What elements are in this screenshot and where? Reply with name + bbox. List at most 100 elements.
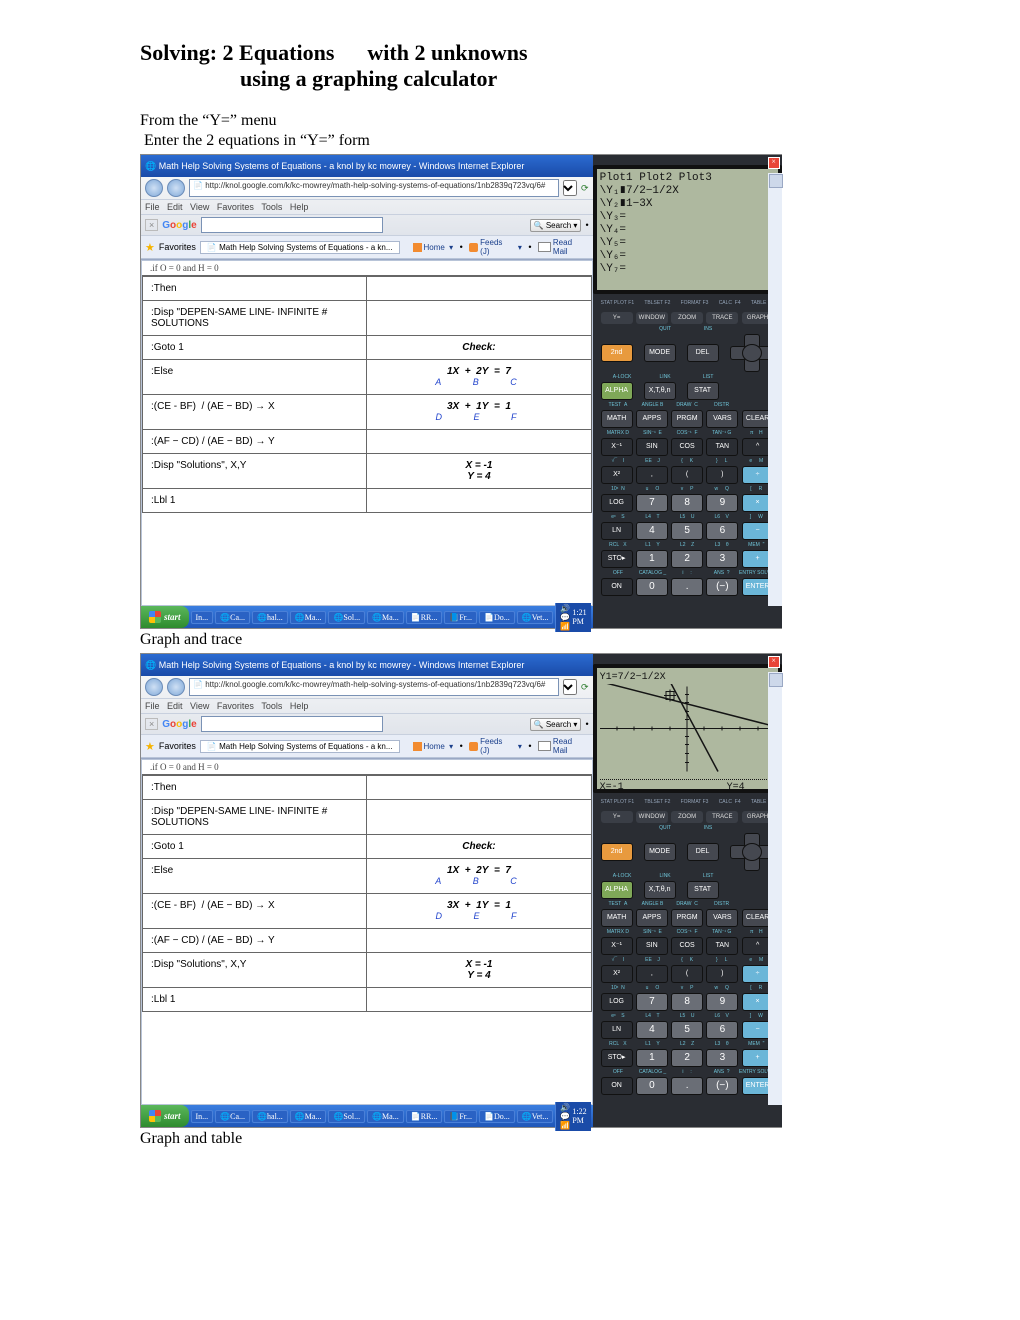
close-icon[interactable]: × [768,656,780,668]
readmail-link[interactable]: Read Mail [538,238,589,256]
taskbar-item[interactable]: 🌐Ma... [367,1110,404,1123]
taskbar-item[interactable]: 🌐Vet... [517,611,554,624]
favorites-star-icon[interactable]: ★ [145,740,155,753]
calc-key-xt[interactable]: X,T,θ,n [644,382,676,400]
calc-key-4[interactable]: 4 [636,522,668,540]
calc-key-1[interactable]: 1 [636,550,668,568]
calc-key-vars[interactable]: VARS [706,909,738,927]
calc-key[interactable]: X⁻¹ [601,438,633,456]
url-dropdown[interactable] [563,679,577,695]
taskbar-item[interactable]: 📄RR... [406,1110,443,1123]
url-box[interactable]: 📄 http://knol.google.com/k/kc-mowrey/mat… [189,678,559,696]
calc-key-neg[interactable]: (−) [706,578,738,596]
calc-key[interactable]: TAN [706,438,738,456]
calc-key-mode[interactable]: MODE [644,344,676,362]
browser-tab[interactable]: 📄 Math Help Solving Systems of Equations… [200,740,400,753]
calc-key-7[interactable]: 7 [636,494,668,512]
taskbar-item[interactable]: 🌐Sol... [328,611,365,624]
calc-key-2[interactable]: 2 [671,1049,703,1067]
calc-key-9[interactable]: 9 [706,494,738,512]
calc-key-y[interactable]: Y= [601,811,633,823]
calc-key-zoom[interactable]: ZOOM [671,312,703,324]
calc-key[interactable]: SIN [636,438,668,456]
calc-key[interactable]: LOG [601,993,633,1011]
taskbar-item[interactable]: 📘Fr... [444,1110,477,1123]
system-tray[interactable]: 🔊💬📶 1:21 PM [555,603,590,632]
scrollbar[interactable] [768,173,782,606]
back-button[interactable] [145,179,163,197]
start-button[interactable]: start [141,606,189,628]
search-button[interactable]: 🔍 Search ▾ [530,718,582,731]
calc-key-0[interactable]: 0 [636,1077,668,1095]
url-box[interactable]: 📄 http://knol.google.com/k/kc-mowrey/mat… [189,179,559,197]
calc-key-2[interactable]: 2 [671,550,703,568]
taskbar-item[interactable]: 🌐hal... [252,611,288,624]
calc-key[interactable]: X² [601,466,633,484]
calc-key[interactable]: SIN [636,937,668,955]
calc-key-5[interactable]: 5 [671,1021,703,1039]
calc-key-apps[interactable]: APPS [636,410,668,428]
favorites-star-icon[interactable]: ★ [145,241,155,254]
calc-key[interactable]: , [636,466,668,484]
taskbar-item[interactable]: 🌐Ma... [367,611,404,624]
taskbar-item[interactable]: 🌐hal... [252,1110,288,1123]
calc-key-y[interactable]: Y= [601,312,633,324]
calc-key-mode[interactable]: MODE [644,843,676,861]
ie-menu[interactable]: File Edit View Favorites Tools Help [141,200,593,215]
calc-key-2nd[interactable]: 2nd [601,843,633,861]
taskbar-item[interactable]: 📄RR... [406,611,443,624]
calc-key-2nd[interactable]: 2nd [601,344,633,362]
forward-button[interactable] [167,678,185,696]
calc-key-on[interactable]: ON [601,578,633,596]
close-toolbar-icon[interactable]: × [145,219,158,231]
calc-key-trace[interactable]: TRACE [706,811,738,823]
calc-key-0[interactable]: 0 [636,578,668,596]
calc-key[interactable]: ( [671,466,703,484]
taskbar-item[interactable]: 🌐Sol... [328,1110,365,1123]
calc-key-4[interactable]: 4 [636,1021,668,1039]
calc-key-8[interactable]: 8 [671,993,703,1011]
browser-tab[interactable]: 📄 Math Help Solving Systems of Equations… [200,241,400,254]
back-button[interactable] [145,678,163,696]
calc-key[interactable]: LN [601,522,633,540]
taskbar-item[interactable]: 🌐Ma... [290,1110,327,1123]
calc-key[interactable]: , [636,965,668,983]
calc-key-on[interactable]: ON [601,1077,633,1095]
calc-key[interactable]: LN [601,1021,633,1039]
calc-key-stat[interactable]: STAT [687,382,719,400]
calc-key-6[interactable]: 6 [706,1021,738,1039]
calc-key-trace[interactable]: TRACE [706,312,738,324]
url-dropdown[interactable] [563,180,577,196]
calc-key-window[interactable]: WINDOW [636,811,668,823]
calc-key-dot[interactable]: . [671,1077,703,1095]
calc-key-vars[interactable]: VARS [706,410,738,428]
calc-key-8[interactable]: 8 [671,494,703,512]
home-link[interactable]: Home ▾ [413,742,454,751]
calc-key[interactable]: COS [671,438,703,456]
calc-key[interactable]: STO▸ [601,1049,633,1067]
calc-key-zoom[interactable]: ZOOM [671,811,703,823]
feeds-link[interactable]: Feeds (J) ▾ [469,737,522,755]
calc-key[interactable]: TAN [706,937,738,955]
taskbar-item[interactable]: 📘Fr... [444,611,477,624]
calc-key-9[interactable]: 9 [706,993,738,1011]
calc-key-del[interactable]: DEL [687,843,719,861]
calc-key-math[interactable]: MATH [601,909,633,927]
calc-key-3[interactable]: 3 [706,1049,738,1067]
calc-key-xt[interactable]: X,T,θ,n [644,881,676,899]
calc-key-prgm[interactable]: PRGM [671,909,703,927]
taskbar-item[interactable]: 📄Do... [479,1110,515,1123]
taskbar-item[interactable]: 🌐Ma... [290,611,327,624]
calc-key[interactable]: X² [601,965,633,983]
calc-key-neg[interactable]: (−) [706,1077,738,1095]
calc-key-del[interactable]: DEL [687,344,719,362]
calc-key-apps[interactable]: APPS [636,909,668,927]
calc-key-3[interactable]: 3 [706,550,738,568]
calc-key-prgm[interactable]: PRGM [671,410,703,428]
scrollbar[interactable] [768,672,782,1105]
calc-key-alpha[interactable]: ALPHA [601,382,633,400]
calc-key-dot[interactable]: . [671,578,703,596]
calc-key-7[interactable]: 7 [636,993,668,1011]
calc-key-1[interactable]: 1 [636,1049,668,1067]
close-toolbar-icon[interactable]: × [145,718,158,730]
